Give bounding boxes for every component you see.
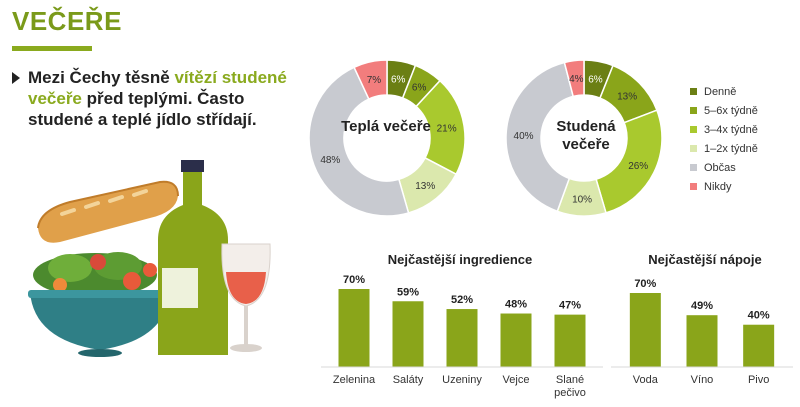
donut-title-cold: Studená večeře [556,118,616,153]
slice-label: 10% [572,194,592,205]
bar-value-label: 52% [451,294,473,306]
donut-chart: 6% 6% 21% 13% 48% 7% [308,59,466,217]
donut-slice [353,59,388,101]
bar [392,301,424,367]
slice-label: 13% [617,92,637,103]
legend-swatch [690,145,697,152]
bar-value-label: 48% [505,299,527,311]
slice-label: 7% [367,75,382,86]
bar-category-label: Slané pečivo [554,374,586,399]
slice-label: 6% [412,83,427,94]
donut-chart: 6% 13% 26% 10% 40% 4% [505,59,663,217]
bar-category-label: Uzeniny [442,374,482,386]
bar-chart: 70% Zelenina 59% Saláty 52% Uzeniny 48% Vejce 47… [321,274,603,399]
legend-label: 1–2x týdně [704,142,758,155]
donut-slice [595,109,663,214]
slice-label: 48% [320,155,340,166]
lead-text: Mezi Čechy těsně vítězí studené večeře p… [28,67,308,130]
bullet-icon [12,72,20,84]
slice-label: 26% [628,161,648,172]
bar-category-label: Zelenina [333,374,376,386]
legend-swatch [690,107,697,114]
bar [338,289,370,367]
bar [743,324,775,367]
bar-category-label: Víno [691,374,714,386]
donut-slice [308,66,410,217]
slice-label: 13% [415,181,435,192]
legend-item: 5–6x týdně [690,101,758,120]
legend-label: 3–4x týdně [704,123,758,136]
legend-swatch [690,183,697,190]
bar-category-label: Vejce [503,374,530,386]
bar-chart-title-ingredients: Nejčastější ingredience [387,252,533,267]
bar-value-label: 49% [691,300,713,312]
legend-swatch [690,88,697,95]
bar [554,314,586,367]
title-underline [12,46,92,51]
slice-label: 21% [437,124,457,135]
bar-value-label: 70% [343,274,365,286]
donut-title-hot: Teplá večeře [341,118,431,135]
page-title: VEČEŘE [12,6,122,36]
bar-category-label: Saláty [393,374,424,386]
legend-item: Občas [690,158,758,177]
lead-part1: Mezi Čechy těsně [28,68,175,87]
bar [629,293,661,367]
bar [446,309,478,367]
bar-category-label: Pivo [748,374,769,386]
legend-item: 3–4x týdně [690,120,758,139]
bar-value-label: 47% [559,300,581,312]
lead-part2: před teplými. Často studené a teplé jídl… [28,89,257,129]
legend-label: Denně [704,85,737,98]
legend-item: Nikdy [690,177,758,196]
legend-label: Nikdy [704,180,732,193]
legend-swatch [690,164,697,171]
legend-label: 5–6x týdně [704,104,758,117]
bar-category-label: Voda [633,374,659,386]
slice-label: 4% [569,74,584,85]
bar-chart-title-drinks: Nejčastější nápoje [648,252,762,267]
donut-slice [505,61,575,213]
legend-swatch [690,126,697,133]
slice-label: 6% [391,75,406,86]
bar [500,313,532,367]
legend: Denně 5–6x týdně 3–4x týdně 1–2x týdně Občas… [690,82,758,196]
bar-chart: 70% Voda 49% Víno 40% Pivo [611,278,793,386]
donut-slice [563,59,585,98]
bar [686,315,718,367]
bar-value-label: 40% [748,310,770,322]
legend-label: Občas [704,161,736,174]
slice-label: 40% [514,131,534,142]
bar-value-label: 59% [397,286,419,298]
legend-item: Denně [690,82,758,101]
bar-value-label: 70% [634,278,656,290]
legend-item: 1–2x týdně [690,139,758,158]
slice-label: 6% [588,75,603,86]
lead-highlight: vítězí studené večeře [28,68,287,108]
